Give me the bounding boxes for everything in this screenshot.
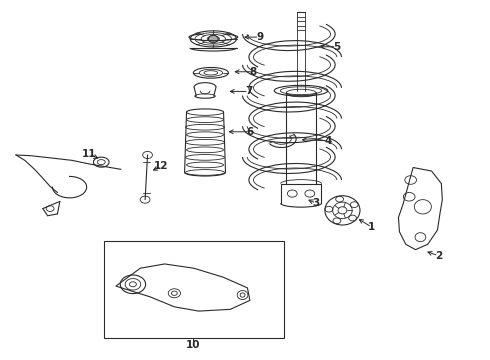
Text: 10: 10 (186, 340, 200, 350)
Text: 5: 5 (333, 42, 340, 52)
Text: 7: 7 (245, 86, 252, 96)
Text: 9: 9 (256, 32, 263, 42)
Text: 1: 1 (368, 222, 375, 232)
Text: 6: 6 (246, 127, 253, 137)
Circle shape (208, 35, 218, 42)
Text: 3: 3 (313, 198, 320, 208)
Text: 4: 4 (324, 136, 332, 146)
Text: 8: 8 (250, 67, 257, 77)
Text: 12: 12 (154, 161, 169, 171)
Text: 11: 11 (82, 149, 97, 159)
Text: 2: 2 (435, 251, 442, 261)
Bar (104, 242, 284, 338)
